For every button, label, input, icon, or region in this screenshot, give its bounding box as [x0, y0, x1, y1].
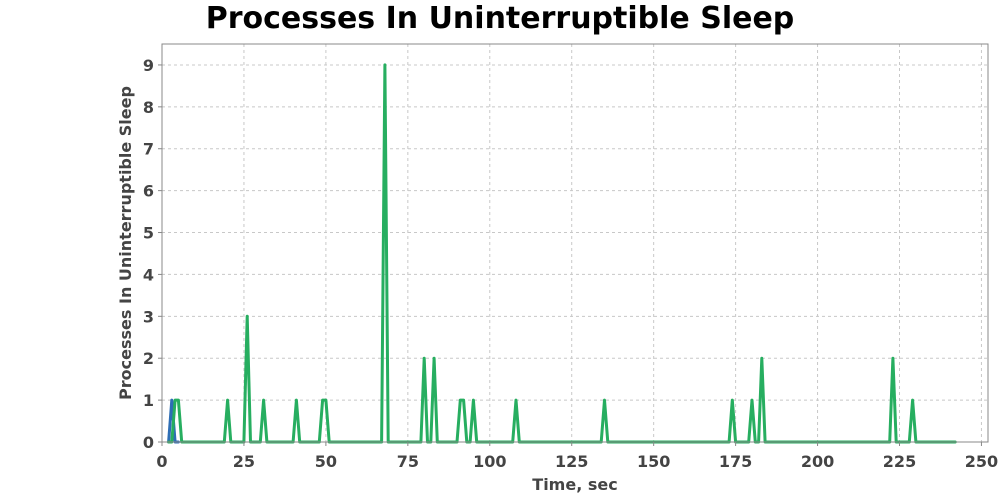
x-tick-label: 200: [801, 452, 834, 471]
y-axis-label: Processes In Uninterruptible Sleep: [116, 86, 135, 400]
y-tick-label: 3: [143, 307, 154, 326]
x-tick-label: 225: [883, 452, 916, 471]
y-axis-ticks: 0 1 2 3 4 5 6 7 8 9: [143, 56, 162, 452]
y-tick-label: 5: [143, 224, 154, 243]
y-tick-label: 6: [143, 182, 154, 201]
x-tick-label: 100: [473, 452, 506, 471]
y-tick-label: 1: [143, 391, 154, 410]
x-tick-label: 0: [156, 452, 167, 471]
x-tick-label: 150: [637, 452, 670, 471]
x-axis-label: Time, sec: [532, 475, 617, 494]
y-tick-label: 4: [143, 265, 154, 284]
series-lines: [167, 63, 957, 444]
series-line-2: [167, 63, 957, 444]
y-tick-label: 9: [143, 56, 154, 75]
x-tick-label: 50: [315, 452, 337, 471]
grid-lines: [161, 44, 988, 443]
x-tick-label: 25: [233, 452, 255, 471]
x-tick-label: 175: [719, 452, 752, 471]
x-tick-label: 250: [965, 452, 998, 471]
x-tick-label: 125: [555, 452, 588, 471]
y-tick-label: 8: [143, 98, 154, 117]
y-tick-label: 2: [143, 349, 154, 368]
plot-area: [161, 43, 989, 443]
x-tick-label: 75: [397, 452, 419, 471]
y-tick-label: 7: [143, 140, 154, 159]
x-axis-ticks: 0 25 50 75 100 125 150 175 200 225 250: [156, 442, 998, 471]
y-tick-label: 0: [143, 433, 154, 452]
chart-title: Processes In Uninterruptible Sleep: [205, 1, 795, 36]
